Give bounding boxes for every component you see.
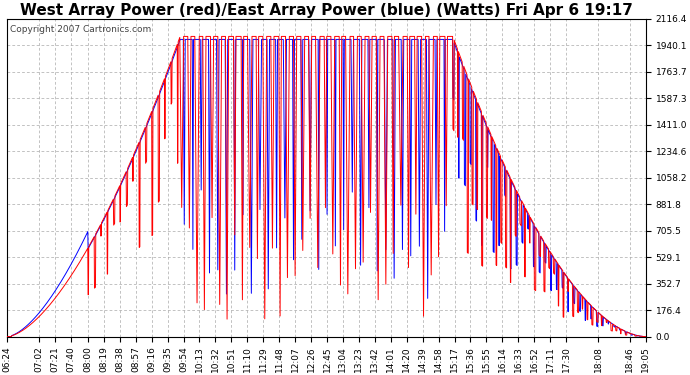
Title: West Array Power (red)/East Array Power (blue) (Watts) Fri Apr 6 19:17: West Array Power (red)/East Array Power … xyxy=(20,3,633,18)
Text: Copyright 2007 Cartronics.com: Copyright 2007 Cartronics.com xyxy=(10,25,152,34)
